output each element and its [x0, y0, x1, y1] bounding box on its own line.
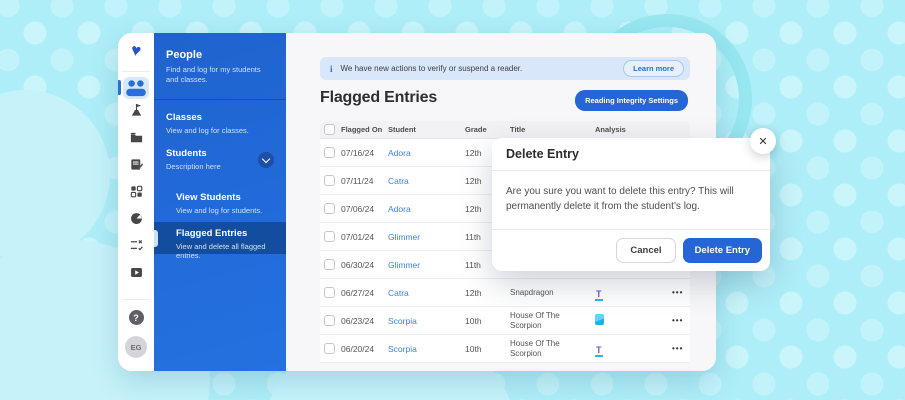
- nav-item-classes[interactable]: Classes View and log for classes.: [166, 112, 249, 135]
- rail-divider: [122, 71, 150, 72]
- people-nav-panel: People Find and log for my students and …: [154, 33, 296, 371]
- modal-footer: Cancel Delete Entry: [492, 229, 770, 271]
- rail-item-reading-log[interactable]: [118, 157, 154, 172]
- table-row: 06/20/24 Scorpia 10th House Of The Scorp…: [320, 335, 690, 363]
- row-checkbox[interactable]: [324, 231, 335, 242]
- help-button[interactable]: ?: [118, 310, 154, 325]
- student-link[interactable]: Glimmer: [388, 231, 421, 242]
- nav-item-view-students[interactable]: View Students View and log for students.: [176, 192, 263, 215]
- close-button[interactable]: ✕: [750, 128, 776, 154]
- row-checkbox[interactable]: [324, 203, 335, 214]
- student-link[interactable]: Glimmer: [388, 259, 421, 270]
- chevron-down-icon: [261, 154, 271, 163]
- rail-divider: [122, 299, 150, 300]
- student-link[interactable]: Adora: [388, 203, 411, 214]
- row-actions-menu-icon[interactable]: •••: [672, 344, 684, 353]
- table-row: 06/23/24 Scorpia 10th House Of The Scorp…: [320, 307, 690, 335]
- info-banner: i We have new actions to verify or suspe…: [320, 57, 690, 80]
- rail-item-reports[interactable]: [118, 211, 154, 226]
- row-checkbox[interactable]: [324, 287, 335, 298]
- page-title: Flagged Entries: [320, 89, 438, 106]
- row-checkbox[interactable]: [324, 175, 335, 186]
- app-window: ♥: [118, 33, 716, 371]
- nav-divider: [154, 99, 286, 100]
- main-content: i We have new actions to verify or suspe…: [286, 33, 716, 371]
- user-avatar[interactable]: EG: [118, 336, 154, 358]
- delete-entry-button[interactable]: Delete Entry: [682, 238, 762, 263]
- rail-item-videos[interactable]: [118, 265, 154, 280]
- rail-item-flagged-review[interactable]: [118, 238, 154, 253]
- table-header-row: Flagged On Student Grade Title Analysis: [320, 121, 690, 139]
- learn-more-button[interactable]: Learn more: [623, 60, 684, 77]
- student-link[interactable]: Scorpia: [388, 315, 417, 326]
- close-icon: ✕: [758, 135, 768, 148]
- student-link[interactable]: Scorpia: [388, 343, 417, 354]
- log-notepad-icon: [130, 159, 143, 170]
- modal-body-text: Are you sure you want to delete this ent…: [506, 186, 734, 212]
- rail-item-folders[interactable]: [118, 130, 154, 145]
- active-nav-indicator: [154, 230, 158, 247]
- challenge-flag-icon: [131, 103, 141, 116]
- app-logo-heart-icon[interactable]: ♥: [129, 40, 143, 61]
- background-blob: [0, 90, 110, 260]
- row-actions-menu-icon[interactable]: •••: [672, 316, 684, 325]
- review-list-icon: [130, 240, 143, 251]
- row-checkbox[interactable]: [324, 259, 335, 270]
- row-actions-menu-icon[interactable]: •••: [672, 288, 684, 297]
- people-icon: [126, 80, 146, 97]
- student-link[interactable]: Adora: [388, 147, 411, 158]
- video-play-icon: [130, 268, 142, 277]
- pie-chart-icon: [130, 213, 142, 224]
- select-all-checkbox[interactable]: [324, 124, 335, 135]
- row-checkbox[interactable]: [324, 343, 335, 354]
- banner-text: We have new actions to verify or suspend…: [340, 64, 523, 73]
- students-collapse-button[interactable]: [258, 152, 274, 168]
- nav-item-students[interactable]: Students Description here: [166, 148, 276, 171]
- rail-item-people[interactable]: [123, 77, 149, 99]
- nav-panel-title: People: [166, 49, 203, 61]
- nav-item-flagged-entries[interactable]: Flagged Entries View and delete all flag…: [154, 222, 286, 260]
- text-analysis-icon[interactable]: T: [595, 344, 603, 357]
- delete-entry-modal: ✕ Delete Entry Are you sure you want to …: [492, 128, 776, 271]
- active-rail-indicator: [118, 80, 121, 95]
- modal-title: Delete Entry: [506, 147, 579, 161]
- table-row: 06/27/24 Catra 12th Snapdragon T •••: [320, 279, 690, 307]
- cancel-button[interactable]: Cancel: [616, 238, 676, 263]
- student-link[interactable]: Catra: [388, 175, 409, 186]
- badges-grid-icon: [130, 185, 142, 198]
- rail-item-badges[interactable]: [118, 184, 154, 199]
- modal-header: Delete Entry: [492, 138, 770, 171]
- icon-rail: ♥: [118, 33, 154, 371]
- row-checkbox[interactable]: [324, 147, 335, 158]
- rail-item-challenges[interactable]: [118, 103, 154, 118]
- text-analysis-icon[interactable]: T: [595, 288, 603, 301]
- student-link[interactable]: Catra: [388, 287, 409, 298]
- folder-icon: [130, 132, 142, 143]
- info-icon: i: [330, 63, 333, 74]
- page-analysis-icon[interactable]: [595, 313, 604, 325]
- reading-integrity-settings-button[interactable]: Reading Integrity Settings: [575, 90, 688, 111]
- question-mark-icon: ?: [128, 310, 144, 325]
- nav-panel-description: Find and log for my students and classes…: [166, 65, 261, 84]
- row-checkbox[interactable]: [324, 315, 335, 326]
